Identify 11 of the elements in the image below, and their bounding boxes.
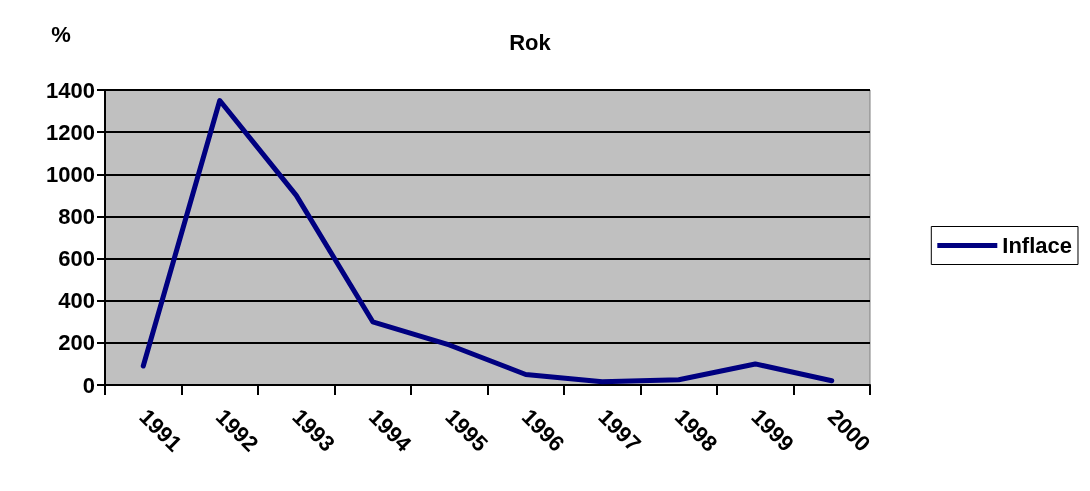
y-tick-label: 400 [58, 288, 95, 314]
legend-label: Inflace [1002, 233, 1073, 258]
y-tick-label: 1000 [46, 161, 95, 187]
y-tick-label: 0 [82, 372, 95, 398]
x-axis-title: Rok [509, 29, 552, 55]
y-tick-label: 200 [58, 330, 95, 356]
y-tick-label: 600 [58, 246, 95, 272]
y-tick-label: 800 [58, 203, 95, 229]
y-axis-title: % [51, 21, 71, 47]
y-tick-label: 1200 [46, 119, 95, 145]
y-tick-label: 1400 [46, 77, 95, 103]
